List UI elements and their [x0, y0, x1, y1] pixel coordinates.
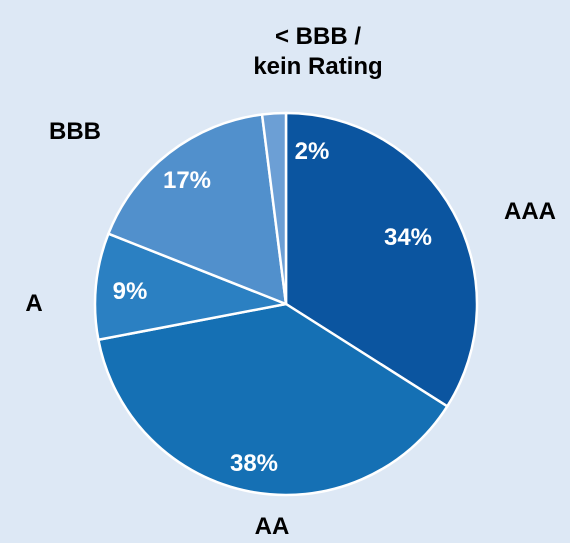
category-label: AAA [504, 198, 556, 225]
pie-slice [97, 302, 449, 497]
value-label: 2% [294, 138, 330, 165]
category-label: AA [254, 513, 290, 540]
value-label: 34% [383, 224, 433, 251]
category-label: A [25, 290, 43, 317]
category-label: BBB [49, 118, 101, 145]
value-label: 17% [162, 167, 212, 194]
pie-slice [107, 113, 288, 306]
pie-slice [93, 232, 288, 342]
category-label: < BBB / kein Rating [253, 23, 383, 80]
value-label: 9% [112, 278, 148, 305]
pie-slice [260, 111, 288, 306]
value-label: 38% [229, 450, 279, 477]
